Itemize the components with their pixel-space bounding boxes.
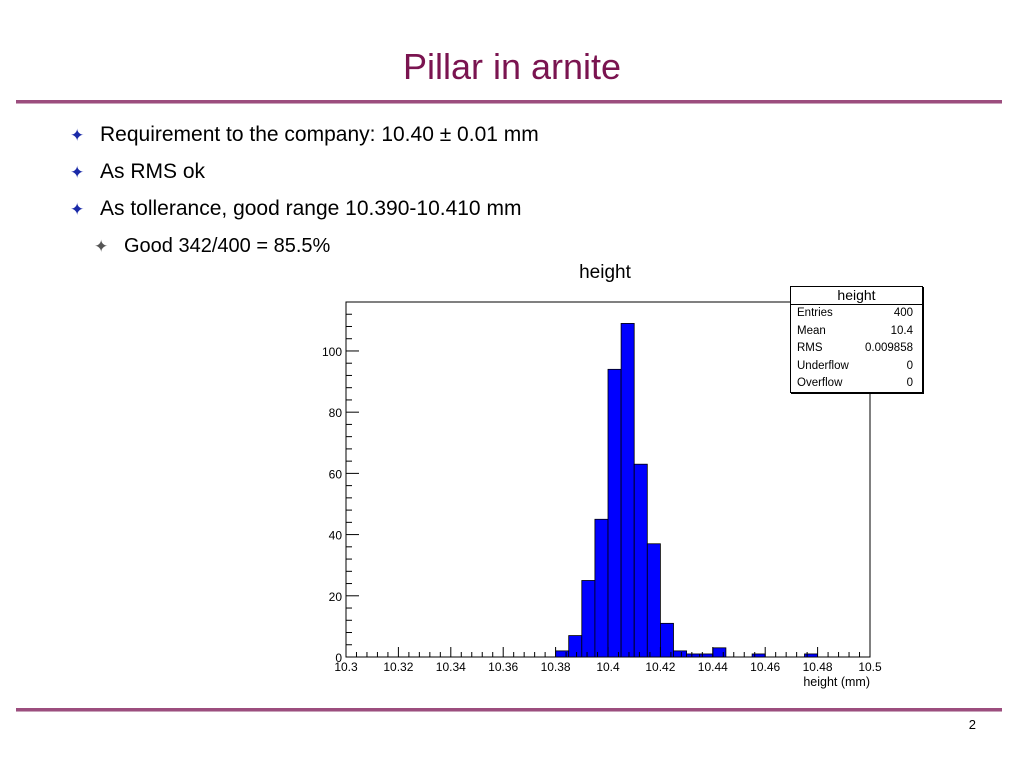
x-tick-label: 10.5 xyxy=(858,660,882,674)
x-tick-label: 10.34 xyxy=(436,660,466,674)
x-tick-label: 10.38 xyxy=(541,660,571,674)
sub-bullet-item: ✦ Good 342/400 = 85.5% xyxy=(94,235,330,258)
x-tick-label: 10.48 xyxy=(803,660,833,674)
four-point-star-icon: ✦ xyxy=(94,237,109,256)
histogram-bar xyxy=(804,653,819,658)
page-number: 2 xyxy=(968,717,976,732)
histogram-bar xyxy=(673,650,688,658)
bottom-divider xyxy=(16,708,1002,712)
stats-label: Entries xyxy=(797,307,833,319)
stats-value: 0 xyxy=(906,359,913,372)
four-point-star-icon: ✦ xyxy=(70,163,85,182)
chart-title: height xyxy=(579,262,631,283)
histogram-bar xyxy=(646,543,661,658)
histogram-bar xyxy=(660,622,674,658)
x-tick-label: 10.36 xyxy=(488,660,518,674)
x-tick-label: 10.3 xyxy=(334,660,358,674)
histogram-bar xyxy=(712,647,727,658)
stats-label: Overflow xyxy=(797,377,843,389)
histogram-bar xyxy=(555,650,570,658)
top-divider xyxy=(16,100,1002,104)
y-tick-label: 60 xyxy=(329,467,343,481)
stats-row: Entries 400 xyxy=(791,305,922,323)
y-tick-label: 100 xyxy=(322,345,342,359)
four-point-star-icon: ✦ xyxy=(70,200,85,219)
bullet-text: Requirement to the company: 10.40 ± 0.01… xyxy=(100,123,539,146)
stats-value: 0 xyxy=(906,377,913,389)
y-tick-label: 20 xyxy=(329,590,343,604)
x-axis-title: height (mm) xyxy=(803,675,870,689)
histogram-bar xyxy=(607,368,622,658)
histogram-bar xyxy=(581,580,596,658)
bullet-item: ✦ As tollerance, good range 10.390-10.410… xyxy=(70,197,521,221)
y-tick-label: 40 xyxy=(329,529,343,543)
slide-title: Pillar in arnite xyxy=(402,46,622,87)
stats-row: RMS 0.009858 xyxy=(791,340,922,358)
stats-row: Overflow 0 xyxy=(791,375,922,392)
bullet-text: As RMS ok xyxy=(100,160,206,183)
histogram-bar xyxy=(686,653,701,658)
histogram-bar xyxy=(568,635,583,658)
x-tick-label: 10.42 xyxy=(645,660,675,674)
stats-title: height xyxy=(791,287,922,305)
bullet-item: ✦ As RMS ok xyxy=(70,160,205,184)
bullet-item: ✦ Requirement to the company: 10.40 ± 0.0… xyxy=(70,123,539,147)
bullet-text: As tollerance, good range 10.390-10.410 … xyxy=(100,197,522,220)
histogram-bar xyxy=(751,653,766,658)
histogram-bar xyxy=(633,463,648,658)
x-tick-label: 10.32 xyxy=(383,660,413,674)
stats-label: Underflow xyxy=(797,359,849,372)
histogram-bar xyxy=(594,518,609,658)
x-tick-label: 10.4 xyxy=(596,660,620,674)
y-tick-label: 0 xyxy=(335,651,342,665)
stats-value: 0.009858 xyxy=(865,342,913,354)
stats-box: height Entries 400 Mean 10.4 RMS 0.009858 U… xyxy=(790,286,923,393)
x-tick-label: 10.46 xyxy=(750,660,780,674)
y-tick-label: 80 xyxy=(329,406,343,420)
stats-row: Underflow 0 xyxy=(791,358,922,376)
histogram-bar xyxy=(699,653,714,658)
x-tick-label: 10.44 xyxy=(698,660,728,674)
stats-value: 400 xyxy=(893,307,913,319)
histogram-bar xyxy=(620,323,635,658)
four-point-star-icon: ✦ xyxy=(70,126,85,145)
stats-label: RMS xyxy=(797,342,823,354)
stats-value: 10.4 xyxy=(890,324,913,337)
bullet-text: Good 342/400 = 85.5% xyxy=(124,235,331,257)
stats-row: Mean 10.4 xyxy=(791,323,922,341)
stats-label: Mean xyxy=(797,324,826,337)
